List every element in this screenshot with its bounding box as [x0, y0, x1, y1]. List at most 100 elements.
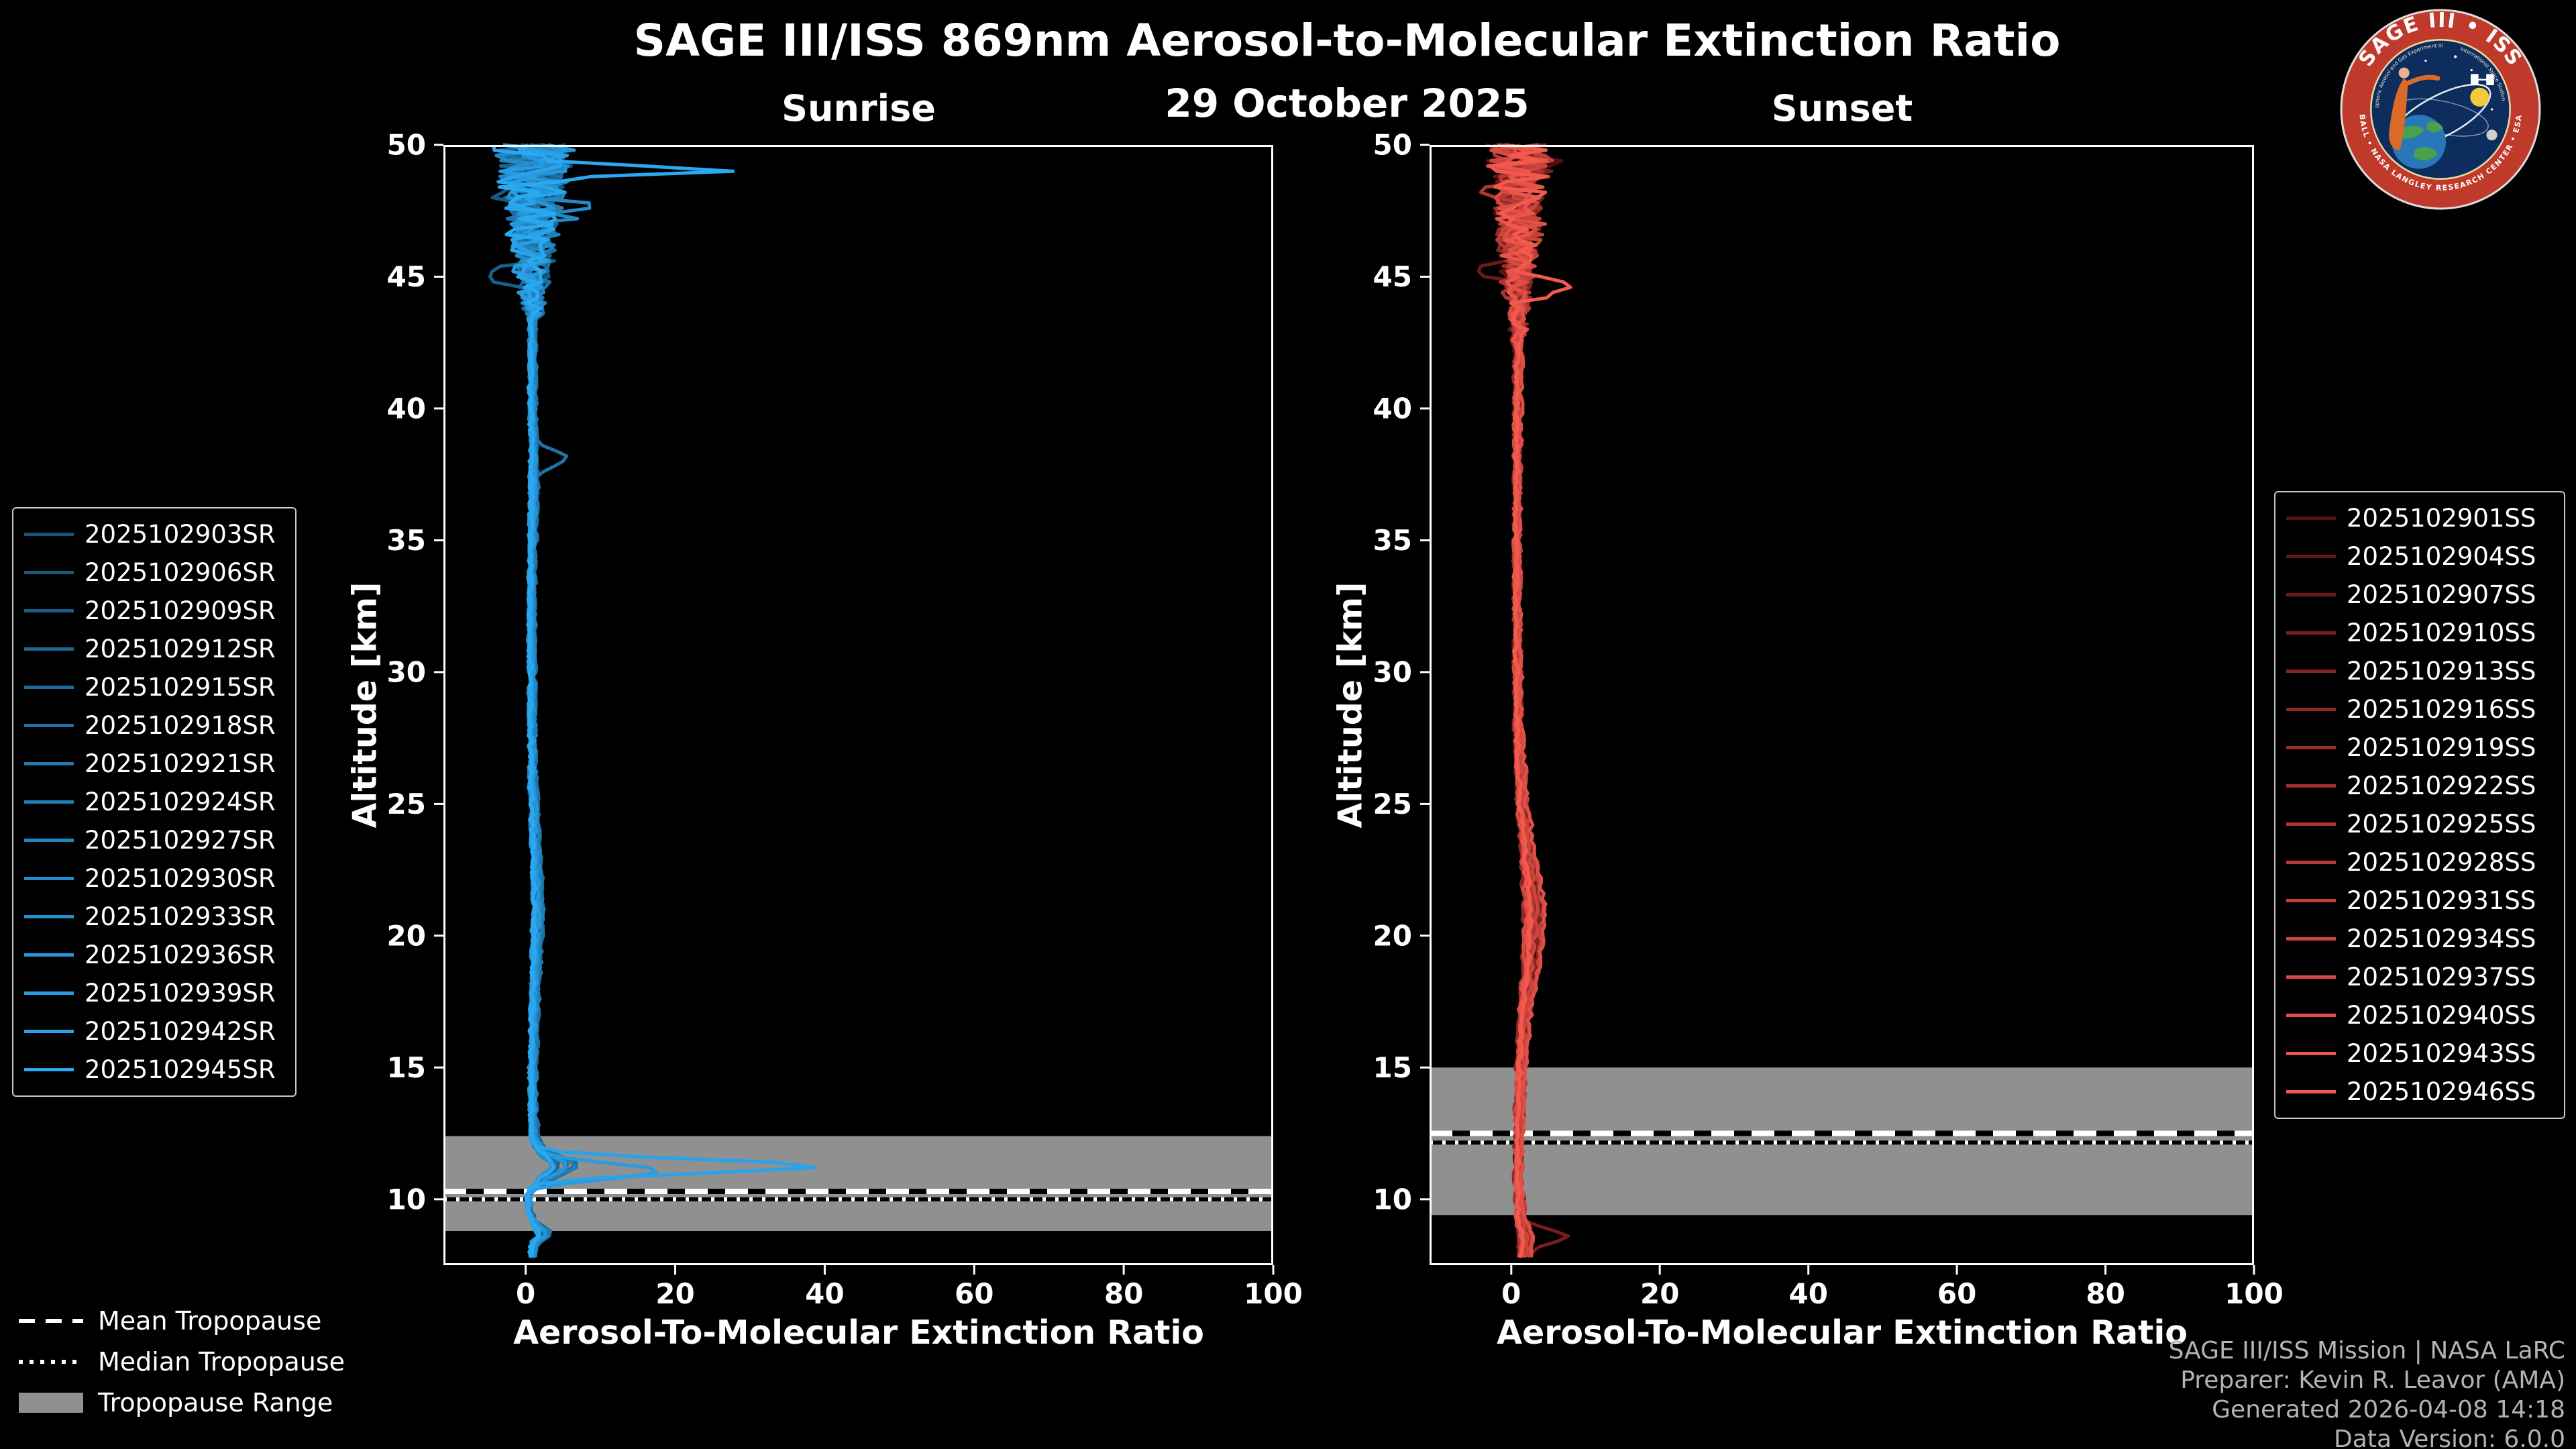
legend-label: 2025102906SR: [85, 558, 276, 587]
tropopause-range-legend-item: Tropopause Range: [19, 1382, 345, 1423]
legend-line-swatch: [2286, 517, 2336, 520]
generated-timestamp: Generated 2026-04-08 14:18: [2212, 1396, 2565, 1424]
x-tick-label: 0: [1501, 1277, 1521, 1310]
legend-label: 2025102910SS: [2347, 619, 2536, 647]
legend-line-swatch: [24, 1030, 74, 1033]
sunset-y-axis-label: Altitude [km]: [1331, 582, 1370, 828]
dotted-line-swatch: [19, 1359, 83, 1364]
legend-label: 2025102922SS: [2347, 771, 2536, 800]
legend-label: 2025102913SS: [2347, 657, 2536, 686]
gray-band-swatch: [19, 1392, 83, 1413]
legend-item: 2025102915SR: [13, 668, 295, 706]
legend-line-swatch: [2286, 708, 2336, 711]
legend-label: 2025102915SR: [85, 673, 276, 702]
x-tick-label: 20: [655, 1277, 694, 1310]
legend-line-swatch: [24, 1068, 74, 1071]
legend-label: 2025102918SR: [85, 711, 276, 740]
legend-label: 2025102904SS: [2347, 542, 2536, 571]
logo-figure: [2389, 67, 2440, 150]
legend-label: 2025102921SR: [85, 749, 276, 778]
logo-sun-icon: [2470, 87, 2489, 107]
legend-item: 2025102907SS: [2275, 576, 2564, 614]
legend-line-swatch: [24, 877, 74, 880]
x-tick-label: 100: [1244, 1277, 1303, 1310]
logo-inner-disc: [2370, 39, 2511, 180]
y-tick-label: 15: [387, 1051, 426, 1084]
dashed-line-swatch: [19, 1318, 83, 1323]
legend-line-swatch: [2286, 1052, 2336, 1055]
legend-line-swatch: [2286, 899, 2336, 902]
legend-line-swatch: [2286, 822, 2336, 826]
legend-item: 2025102927SR: [13, 821, 295, 859]
legend-label: 2025102931SS: [2347, 886, 2536, 915]
median-tropopause-legend-item: Median Tropopause: [19, 1341, 345, 1382]
legend-line-swatch: [2286, 555, 2336, 558]
legend-label: 2025102916SS: [2347, 695, 2536, 724]
legend-line-swatch: [24, 647, 74, 651]
legend-line-swatch: [2286, 861, 2336, 864]
legend-item: 2025102943SS: [2275, 1034, 2564, 1073]
logo-iss-icon: [2471, 74, 2494, 86]
legend-label: 2025102939SR: [85, 979, 276, 1008]
legend-item: 2025102912SR: [13, 630, 295, 668]
y-tick-label: 50: [387, 129, 426, 162]
legend-item: 2025102913SS: [2275, 652, 2564, 690]
profile-line-2025102945SR: [492, 144, 735, 1258]
sunset-legend: 2025102901SS 2025102904SS 2025102907SS 2025…: [2274, 491, 2565, 1119]
legend-label: 2025102907SS: [2347, 580, 2536, 609]
legend-label: 2025102925SS: [2347, 810, 2536, 839]
y-tick-label: 15: [1373, 1051, 1412, 1084]
y-tick-label: 20: [387, 919, 426, 952]
legend-label: 2025102903SR: [85, 520, 276, 549]
legend-label: 2025102945SR: [85, 1055, 276, 1084]
legend-label: 2025102909SR: [85, 596, 276, 625]
legend-label: 2025102927SR: [85, 826, 276, 855]
profile-line-2025102918SR: [512, 143, 578, 1258]
y-tick-label: 30: [387, 655, 426, 688]
legend-item: 2025102934SS: [2275, 920, 2564, 958]
y-tick-label: 40: [1373, 392, 1412, 425]
y-tick-label: 10: [387, 1183, 426, 1216]
legend-item: 2025102945SR: [13, 1051, 295, 1089]
legend-line-swatch: [24, 762, 74, 765]
legend-item: 2025102931SS: [2275, 881, 2564, 920]
sunset-plot: 0 20 40 60 80 100 10 15 20 25 30 35 40 45 50: [1373, 129, 2284, 1311]
legend-item: 2025102933SR: [13, 898, 295, 936]
y-tick-label: 30: [1373, 655, 1412, 688]
legend-line-swatch: [2286, 746, 2336, 749]
legend-label: 2025102937SS: [2347, 963, 2536, 991]
legend-item: 2025102909SR: [13, 592, 295, 630]
legend-item: 2025102928SS: [2275, 843, 2564, 881]
legend-line-swatch: [2286, 975, 2336, 979]
legend-item: 2025102921SR: [13, 745, 295, 783]
profile-line-2025102946SS: [1488, 143, 1572, 1258]
legend-line-swatch: [24, 953, 74, 957]
logo-moon-icon: [2486, 129, 2498, 141]
y-tick-label: 10: [1373, 1183, 1412, 1216]
legend-line-swatch: [24, 686, 74, 689]
y-tick-label: 20: [1373, 919, 1412, 952]
legend-item: 2025102937SS: [2275, 958, 2564, 996]
x-tick-label: 100: [2224, 1277, 2284, 1310]
data-version: Data Version: 6.0.0: [2334, 1426, 2565, 1449]
profile-line-2025102939SR: [498, 143, 658, 1258]
figure-date: 29 October 2025: [1165, 80, 1529, 126]
legend-item: 2025102924SR: [13, 783, 295, 821]
y-tick-label: 45: [387, 260, 426, 293]
x-tick-label: 80: [2086, 1277, 2125, 1310]
y-tick-label: 50: [1373, 129, 1412, 162]
y-tick-label: 25: [387, 788, 426, 820]
legend-item: 2025102925SS: [2275, 805, 2564, 843]
legend-line-swatch: [24, 724, 74, 727]
legend-line-swatch: [24, 609, 74, 612]
profile-line-2025102942SR: [496, 143, 817, 1258]
mean-tropopause-label: Mean Tropopause: [98, 1305, 322, 1336]
legend-label: 2025102942SR: [85, 1017, 276, 1046]
x-tick-label: 60: [955, 1277, 994, 1310]
legend-label: 2025102934SS: [2347, 924, 2536, 953]
legend-item: 2025102922SS: [2275, 767, 2564, 805]
legend-line-swatch: [2286, 784, 2336, 788]
plot-frame: [1430, 145, 2254, 1265]
sunrise-y-axis-label: Altitude [km]: [345, 582, 384, 828]
legend-label: 2025102946SS: [2347, 1077, 2536, 1106]
